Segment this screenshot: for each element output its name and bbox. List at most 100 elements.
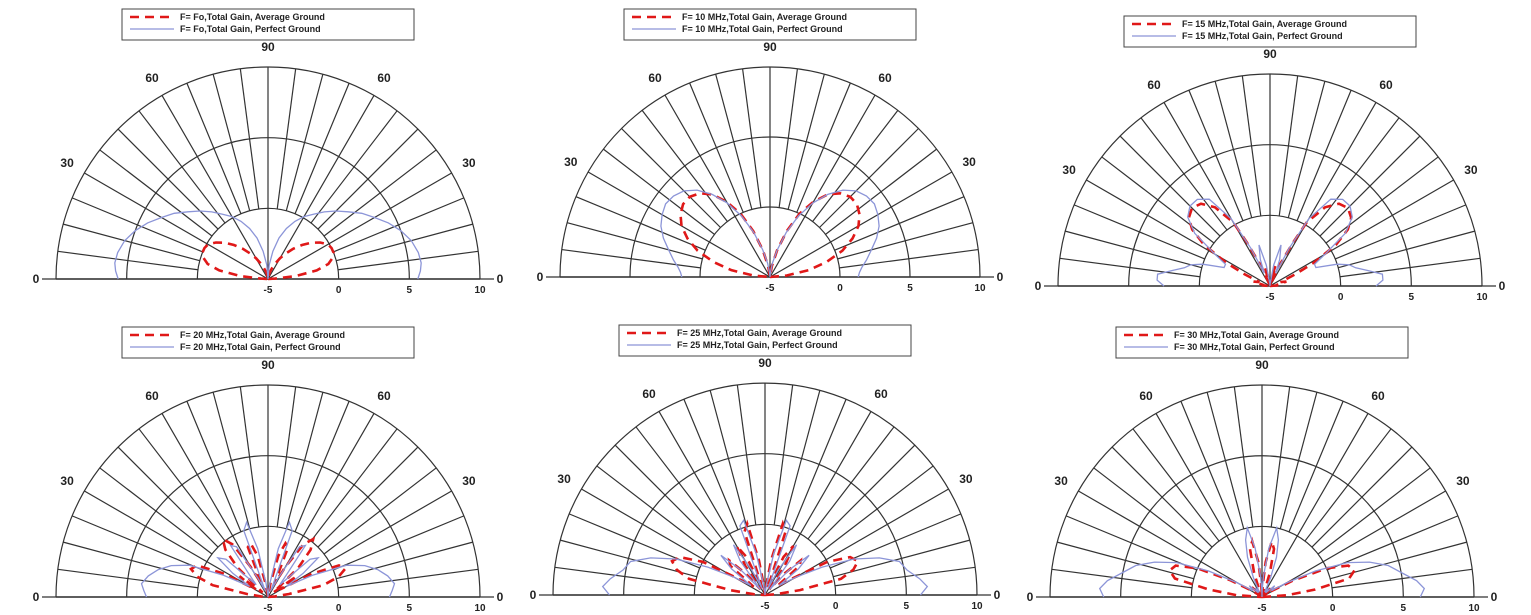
radial-tick-label: 5 <box>1401 603 1407 614</box>
polar-spoke <box>317 446 419 548</box>
polar-spoke <box>337 250 479 271</box>
polar-spoke <box>212 74 251 211</box>
polar-spoke <box>285 392 324 529</box>
angle-tick-label: 30 <box>959 472 973 486</box>
polar-spoke <box>782 390 821 527</box>
angle-tick-label: 30 <box>60 156 74 170</box>
polar-spoke <box>138 428 226 542</box>
polar-spoke <box>1335 204 1467 260</box>
polar-spoke <box>336 541 473 580</box>
polar-spoke <box>276 68 297 210</box>
polar-spoke <box>1270 386 1291 528</box>
legend-entry-average: F= 25 MHz,Total Gain, Average Ground <box>677 328 842 338</box>
polar-spoke <box>769 171 953 278</box>
polar-spoke <box>1057 541 1194 580</box>
polar-spoke <box>664 94 771 278</box>
polar-spoke <box>1287 81 1326 218</box>
chart-legend: F= 15 MHz,Total Gain, Average Ground F= 1… <box>1123 15 1417 48</box>
radial-tick-label: -5 <box>264 603 273 614</box>
polar-spoke <box>773 384 794 526</box>
angle-tick-label: 30 <box>963 155 977 169</box>
radial-tick-label: 5 <box>907 283 913 294</box>
polar-spoke <box>834 196 965 251</box>
legend-entry-perfect: F= 20 MHz,Total Gain, Perfect Ground <box>180 342 341 352</box>
angle-tick-label: 90 <box>1263 47 1277 61</box>
legend-entry-average: F= Fo,Total Gain, Average Ground <box>180 12 325 22</box>
polar-spoke <box>138 110 226 224</box>
angle-tick-label: 30 <box>1062 163 1076 177</box>
polar-spoke <box>1278 75 1299 217</box>
angle-tick-label: 60 <box>1147 78 1161 92</box>
polar-spoke <box>561 248 701 269</box>
angle-tick-label: 30 <box>564 155 578 169</box>
angle-tick-label: 60 <box>1139 389 1153 403</box>
polar-spoke <box>117 128 219 230</box>
polar-spoke <box>778 68 799 208</box>
angle-tick-label: 90 <box>763 40 777 54</box>
polar-panel-2: 0 30 60 90 60 30 0 -5 0 5 10 F= 10 MHz,Total Gain, … <box>537 8 1004 294</box>
polar-spoke <box>294 82 350 214</box>
polar-spoke <box>276 386 297 528</box>
radial-tick-label: 10 <box>474 603 486 614</box>
polar-spoke <box>212 392 251 529</box>
polar-spoke <box>186 82 242 214</box>
polar-spoke <box>812 110 899 222</box>
polar-spoke <box>825 148 937 235</box>
radial-tick-label: 10 <box>1476 292 1488 303</box>
polar-spoke <box>294 400 350 532</box>
polar-spoke <box>1331 568 1473 589</box>
angle-tick-label: 30 <box>462 156 476 170</box>
polar-spoke <box>683 398 739 530</box>
angle-tick-label: 30 <box>1464 163 1478 177</box>
radial-tick-label: 0 <box>336 285 342 296</box>
angle-tick-label: 90 <box>1255 358 1269 372</box>
angle-tick-label: 30 <box>60 474 74 488</box>
radial-tick-label: 5 <box>904 601 910 612</box>
polar-spoke <box>554 566 696 587</box>
polar-spoke <box>71 515 203 571</box>
polar-panel-1: 0 30 60 90 60 30 0 -5 0 5 10 F= Fo,Total Gain, Aver… <box>33 8 504 296</box>
polar-spoke <box>1065 515 1197 571</box>
angle-tick-label: 0 <box>1035 279 1042 293</box>
radial-tick-label: 5 <box>407 285 413 296</box>
polar-spoke <box>787 74 825 210</box>
angle-tick-label: 60 <box>1379 78 1393 92</box>
angle-tick-label: 90 <box>261 40 275 54</box>
polar-spoke <box>715 74 753 210</box>
angle-tick-label: 90 <box>758 356 772 370</box>
legend-box <box>121 8 415 41</box>
polar-spoke <box>1155 413 1263 598</box>
series-perfect-ground-line <box>660 189 880 278</box>
chart-legend: F= 25 MHz,Total Gain, Average Ground F= 2… <box>618 324 912 357</box>
polar-spoke <box>267 95 375 280</box>
polar-spoke <box>71 197 203 253</box>
angle-tick-label: 30 <box>1054 474 1068 488</box>
polar-spoke <box>186 400 242 532</box>
polar-panel-3: 0 30 60 90 60 30 0 -5 0 5 10 F= 15 MHz,Total Gain, … <box>1035 15 1506 303</box>
polar-spoke <box>807 426 895 540</box>
polar-spoke <box>1269 102 1377 287</box>
chart-legend: F= 20 MHz,Total Gain, Average Ground F= 2… <box>121 326 415 359</box>
angle-tick-label: 0 <box>537 270 544 284</box>
polar-spoke <box>1261 490 1446 598</box>
polar-spoke <box>834 566 976 587</box>
angle-tick-label: 60 <box>642 387 656 401</box>
legend-box <box>1123 15 1417 48</box>
legend-box <box>623 8 917 41</box>
polar-spoke <box>161 95 269 280</box>
radial-tick-label: -5 <box>766 283 775 294</box>
polar-spoke <box>1206 392 1245 529</box>
radial-tick-label: 10 <box>971 601 983 612</box>
legend-box <box>121 326 415 359</box>
polar-spoke <box>337 568 479 589</box>
polar-panel-5: 0 30 60 90 60 30 0 -5 0 5 10 F= 25 MHz,Total Gain, … <box>530 324 1001 612</box>
polar-spoke <box>1311 446 1413 548</box>
polar-spoke <box>796 82 851 213</box>
legend-entry-perfect: F= 25 MHz,Total Gain, Perfect Ground <box>677 340 838 350</box>
legend-entry-average: F= 15 MHz,Total Gain, Average Ground <box>1182 19 1347 29</box>
polar-spoke <box>689 82 744 213</box>
angle-tick-label: 30 <box>557 472 571 486</box>
polar-spoke <box>57 568 199 589</box>
polar-spoke <box>575 196 706 251</box>
